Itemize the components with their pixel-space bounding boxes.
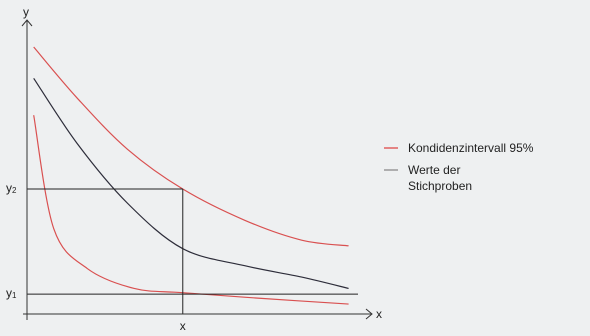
series-line-lower [33,115,349,305]
tick-labels-layer: x y1 y2 [6,181,186,333]
curves-layer [33,46,349,305]
legend-label-0: Kondidenzintervall 95% [408,141,534,155]
y-tick-label-2: y2 [6,181,17,195]
y-axis-arrow [21,19,33,27]
series-line-upper [33,46,349,247]
x-axis-arrow [365,308,373,320]
legend-label-1-line-0: Werte der [408,163,460,177]
axes-layer: x y [21,5,382,321]
x-tick-label: x [180,319,186,333]
y-tick-subscript-1: 1 [12,291,17,300]
x-axis-label: x [376,307,382,321]
y-axis-label: y [23,5,29,19]
legend-label-1-line-1: Stichproben [408,179,472,193]
legend: Kondidenzintervall 95% Werte der Stichprob… [384,141,534,193]
series-line-sample [33,77,349,290]
y-tick-label-1: y1 [6,286,17,300]
guide-lines-layer [27,188,358,314]
y-tick-subscript-2: 2 [12,186,17,195]
